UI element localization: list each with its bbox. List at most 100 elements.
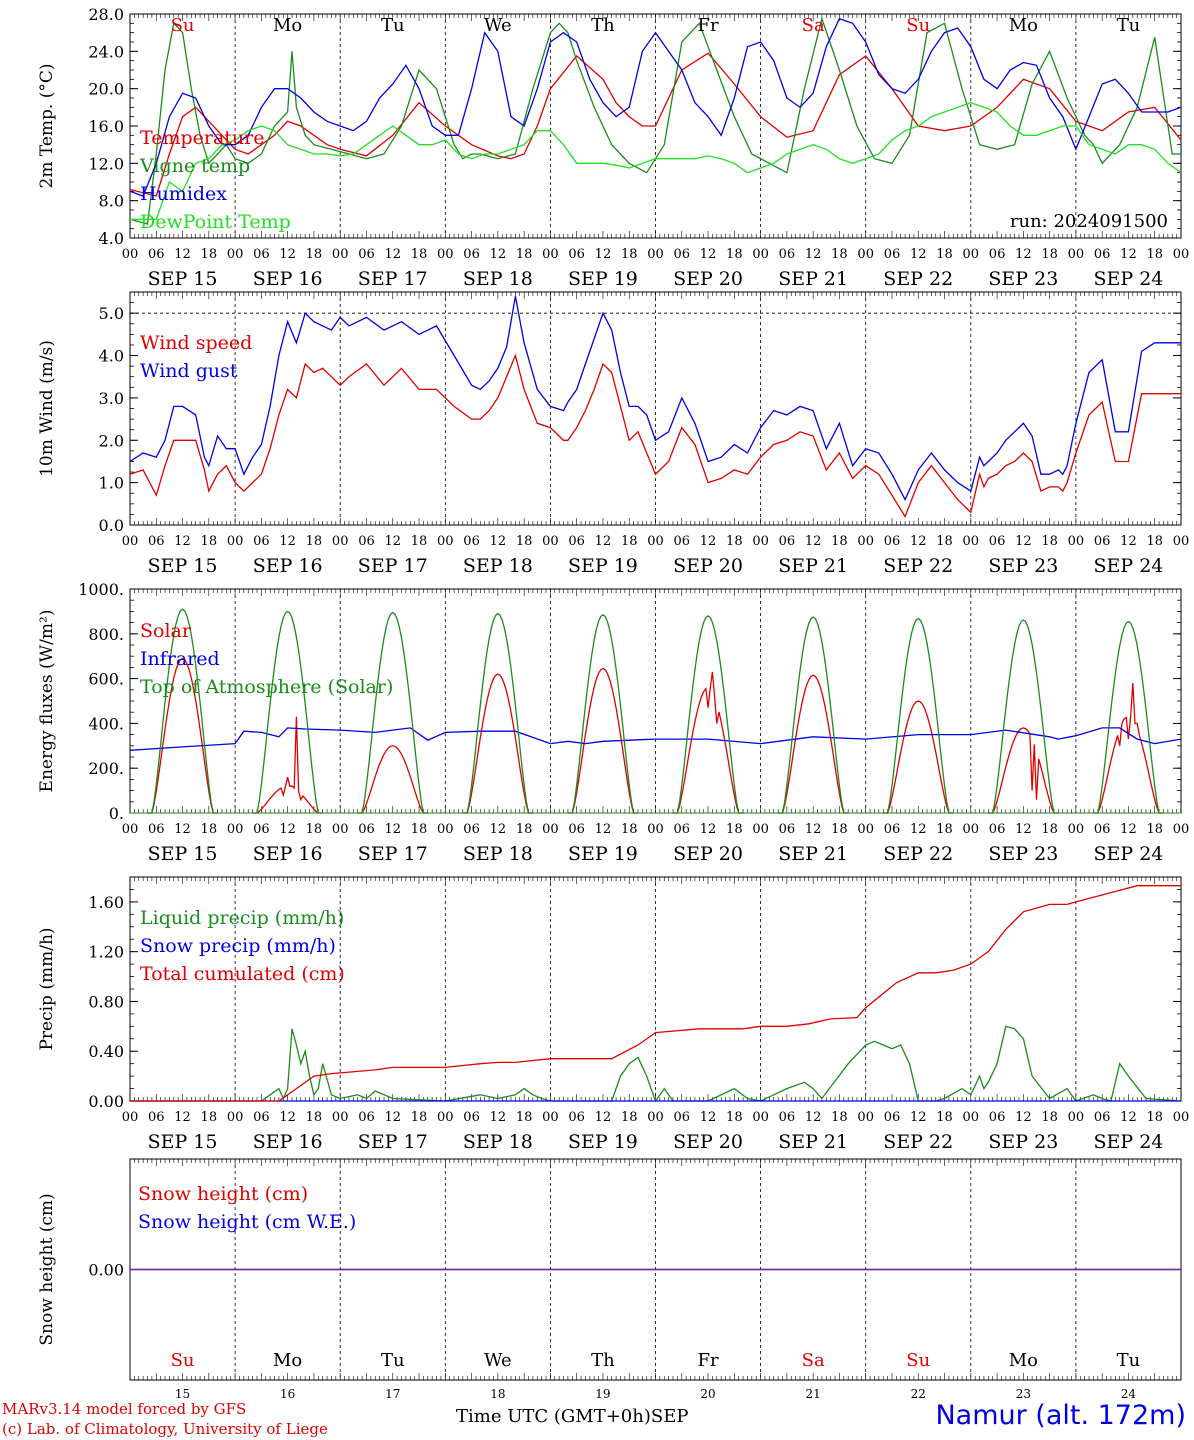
hour-tick-label: 00 xyxy=(332,247,349,262)
series-top-of-atmosphere-solar xyxy=(567,613,638,814)
hour-tick-label: 00 xyxy=(227,822,244,837)
hour-tick-label: 18 xyxy=(306,1110,323,1125)
date-label: SEP 24 xyxy=(1094,1131,1164,1153)
day-name-label: We xyxy=(484,15,512,36)
hour-tick-label: 00 xyxy=(647,247,664,262)
day-name-label: Fr xyxy=(698,15,719,36)
series-wind-speed xyxy=(129,353,1181,518)
hour-tick-label: 12 xyxy=(490,247,507,262)
hour-tick-label: 06 xyxy=(568,1110,585,1125)
hour-tick-label: 00 xyxy=(332,1110,349,1125)
day-name-label: Mo xyxy=(273,15,302,36)
date-label: SEP 16 xyxy=(253,843,323,865)
date-label: SEP 21 xyxy=(778,843,848,865)
series-solar xyxy=(883,700,954,814)
hour-tick-label: 00 xyxy=(542,1110,559,1125)
date-label: SEP 20 xyxy=(673,555,743,577)
hour-tick-label: 00 xyxy=(227,247,244,262)
series-solar xyxy=(252,716,323,814)
day-number-label: 21 xyxy=(806,1387,821,1400)
date-label: SEP 20 xyxy=(673,1131,743,1153)
hour-tick-label: 00 xyxy=(963,534,980,549)
hour-tick-label: 12 xyxy=(1015,822,1032,837)
series-top-of-atmosphere-solar xyxy=(1093,620,1164,814)
hour-tick-label: 06 xyxy=(568,247,585,262)
hour-tick-label: 00 xyxy=(1173,534,1190,549)
hour-tick-label: 00 xyxy=(332,822,349,837)
date-label: SEP 16 xyxy=(253,268,323,290)
hour-tick-label: 12 xyxy=(805,534,822,549)
day-name-label: Tu xyxy=(381,1350,405,1371)
series-top-of-atmosphere-solar xyxy=(147,608,218,814)
date-label: SEP 21 xyxy=(778,268,848,290)
hour-tick-label: 18 xyxy=(201,247,218,262)
hour-tick-label: 12 xyxy=(1015,247,1032,262)
day-name-label: Sa xyxy=(802,1350,825,1371)
x-axis-month: SEP xyxy=(650,1406,689,1427)
y-tick-label: 1.20 xyxy=(88,943,124,962)
y-tick-label: 3.0 xyxy=(99,389,124,408)
hour-tick-label: 00 xyxy=(1173,822,1190,837)
y-tick-label: 12.0 xyxy=(88,154,124,173)
day-number-label: 23 xyxy=(1016,1387,1031,1400)
date-label: SEP 18 xyxy=(463,555,533,577)
series-top-of-atmosphere-solar xyxy=(778,616,849,814)
hour-tick-label: 06 xyxy=(463,1110,480,1125)
series-solar xyxy=(1093,683,1164,814)
hour-tick-label: 00 xyxy=(122,534,139,549)
series-solar xyxy=(988,727,1059,814)
y-tick-label: 28.0 xyxy=(88,5,124,24)
model-credit: MARv3.14 model forced by GFS xyxy=(2,1400,247,1418)
hour-tick-label: 12 xyxy=(910,1110,927,1125)
y-tick-label: 1000. xyxy=(78,580,124,599)
hour-tick-label: 12 xyxy=(384,247,401,262)
hour-tick-label: 00 xyxy=(542,247,559,262)
hour-tick-label: 18 xyxy=(306,247,323,262)
hour-tick-label: 00 xyxy=(122,247,139,262)
day-name-label: Su xyxy=(171,1350,195,1371)
hour-tick-label: 00 xyxy=(963,247,980,262)
day-name-label: Su xyxy=(906,1350,930,1371)
date-label: SEP 15 xyxy=(148,843,218,865)
y-axis-label: Snow height (cm) xyxy=(37,1193,57,1345)
hour-tick-label: 12 xyxy=(279,822,296,837)
date-label: SEP 23 xyxy=(988,843,1058,865)
hour-tick-label: 18 xyxy=(936,534,953,549)
hour-tick-label: 12 xyxy=(1120,247,1137,262)
day-number-label: 24 xyxy=(1121,1387,1137,1400)
hour-tick-label: 12 xyxy=(490,534,507,549)
hour-tick-label: 18 xyxy=(1146,822,1163,837)
day-name-label: Sa xyxy=(802,15,825,36)
day-name-label: Tu xyxy=(1117,15,1141,36)
hour-tick-label: 12 xyxy=(595,534,612,549)
hour-tick-label: 00 xyxy=(437,534,454,549)
date-label: SEP 18 xyxy=(463,843,533,865)
y-tick-label: 5.0 xyxy=(99,304,124,323)
hour-tick-label: 12 xyxy=(910,822,927,837)
hour-tick-label: 18 xyxy=(516,534,533,549)
hour-tick-label: 18 xyxy=(1146,534,1163,549)
hour-tick-label: 12 xyxy=(595,822,612,837)
series-top-of-atmosphere-solar xyxy=(357,611,428,814)
hour-tick-label: 12 xyxy=(910,534,927,549)
hour-tick-label: 06 xyxy=(989,1110,1006,1125)
hour-tick-label: 12 xyxy=(1120,1110,1137,1125)
day-name-label: Tu xyxy=(381,15,405,36)
hour-tick-label: 00 xyxy=(963,822,980,837)
y-tick-label: 200. xyxy=(88,759,124,778)
day-name-label: Mo xyxy=(1009,1350,1038,1371)
hour-tick-label: 12 xyxy=(279,247,296,262)
hour-tick-label: 18 xyxy=(411,1110,428,1125)
date-label: SEP 15 xyxy=(148,268,218,290)
legend-entry: Total cumulated (cm) xyxy=(140,963,345,985)
hour-tick-label: 18 xyxy=(936,822,953,837)
hour-tick-label: 06 xyxy=(463,822,480,837)
hour-tick-label: 00 xyxy=(752,1110,769,1125)
hour-tick-label: 18 xyxy=(306,534,323,549)
hour-tick-label: 00 xyxy=(1173,247,1190,262)
hour-tick-label: 06 xyxy=(989,822,1006,837)
date-label: SEP 22 xyxy=(883,555,953,577)
date-label: SEP 23 xyxy=(988,1131,1058,1153)
hour-tick-label: 06 xyxy=(148,534,165,549)
hour-tick-label: 18 xyxy=(411,534,428,549)
